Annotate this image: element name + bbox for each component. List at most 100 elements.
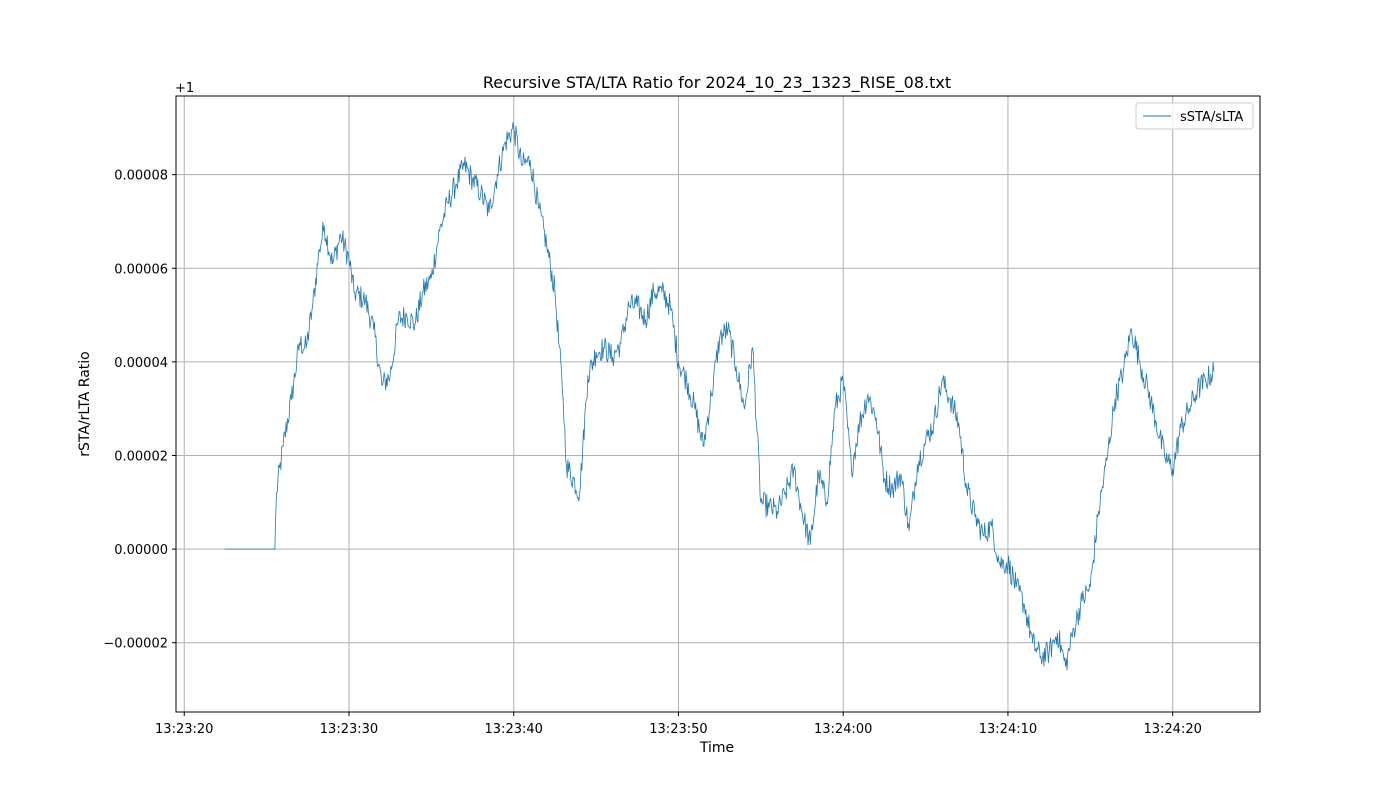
data-point [1172,468,1174,471]
y-tick-label: 0.00008 [114,169,168,184]
legend: sSTA/sLTA [1135,102,1254,130]
y-tick-label: 0.00002 [114,449,168,464]
data-point [513,127,515,129]
data-point [348,258,350,260]
data-point [776,511,778,513]
data-point [966,487,968,489]
series-line [225,122,1215,671]
plot-frame [175,95,1261,713]
data-point [389,375,391,377]
data-point [422,291,424,293]
data-point [565,464,568,466]
data-point [1188,408,1190,410]
data-point [710,394,713,396]
x-tick-label: 13:24:10 [979,722,1037,737]
data-point [504,141,507,143]
data-point [727,328,729,330]
data-point [529,159,531,162]
data-point [900,473,902,475]
y-tick-label: 0.00000 [114,543,168,558]
data-point [686,379,688,382]
data-point [430,277,432,279]
data-point [924,440,927,443]
data-point [1023,604,1026,606]
y-tick-label: 0.00006 [114,262,168,277]
data-point [353,291,355,293]
data-point [274,548,276,550]
x-tick-label: 13:23:40 [485,722,543,737]
data-point [743,408,745,410]
y-tick-label: 0.00004 [114,356,168,371]
data-point [1065,665,1067,667]
data-point [949,398,951,400]
data-point [364,300,367,302]
data-point [1139,361,1141,363]
data-point [751,347,754,349]
data-point [579,492,581,494]
data-point [1180,426,1182,429]
y-offset-label: +1 [175,81,194,96]
data-point [331,262,334,265]
data-point [982,534,984,536]
data-point [875,417,877,419]
data-point [669,305,671,307]
data-point [447,202,449,204]
data-point [496,174,498,176]
data-point [636,305,638,307]
data-point [1213,370,1215,372]
data-point [784,492,787,494]
data-point [883,478,885,480]
data-point [809,543,811,546]
data-point [373,328,375,330]
data-point [859,422,861,424]
data-point [471,178,474,180]
data-point [999,562,1001,564]
data-point [867,394,869,396]
chart-title: Recursive STA/LTA Ratio for 2024_10_23_1… [483,73,951,93]
data-point [719,337,721,340]
data-point [414,323,416,326]
data-point [735,365,737,368]
data-point [312,305,314,307]
data-point [1147,389,1149,391]
series-layer [224,122,1215,671]
data-point [1015,585,1017,588]
data-point [661,291,663,293]
data-point [760,501,762,503]
data-point [1007,562,1009,564]
data-point [834,408,836,410]
y-axis-title: rSTA/rLTA Ratio [77,351,93,456]
data-point [1073,628,1075,630]
x-tick-label: 13:23:50 [649,722,707,737]
data-point [1155,422,1157,424]
data-point [933,422,935,424]
data-point [290,398,292,400]
data-point [768,506,770,508]
data-point [850,468,853,471]
data-point [463,164,465,166]
data-point [282,445,284,447]
data-point [318,248,320,251]
data-point [620,342,622,344]
data-point [817,473,820,475]
data-point [323,225,325,227]
data-point [1130,328,1133,330]
x-tick-label: 13:24:00 [814,722,872,737]
data-point [381,384,383,386]
data-point [677,361,680,363]
data-point [974,515,976,517]
data-point [554,291,556,293]
y-tick-label: −0.00002 [103,637,168,652]
data-point [595,351,597,354]
data-point [628,305,630,307]
data-point [1056,632,1058,634]
data-point [801,511,803,513]
data-point [892,487,894,489]
legend-label: sSTA/sLTA [1180,110,1243,125]
data-point [305,347,307,349]
data-point [1163,454,1166,457]
data-point [1106,459,1108,461]
